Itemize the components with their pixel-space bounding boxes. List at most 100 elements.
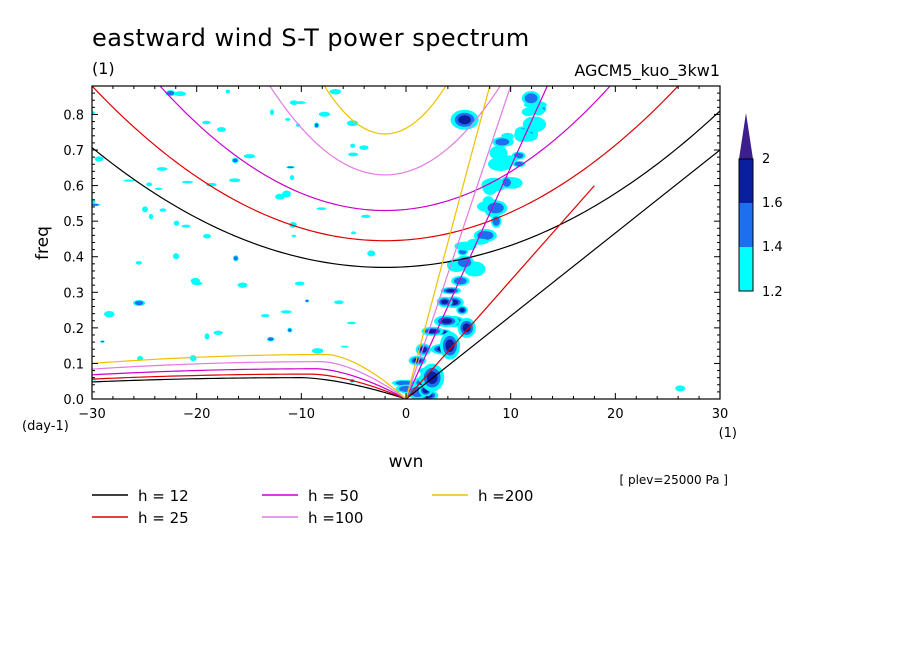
power-contour	[289, 175, 295, 181]
power-contour	[172, 253, 180, 260]
power-contour	[159, 208, 167, 212]
x-tick-label: 0	[402, 407, 410, 422]
power-contour	[232, 158, 238, 163]
power-contour	[148, 213, 154, 220]
pressure-annotation: [ plev=25000 Pa ]	[619, 473, 728, 487]
power-contour	[275, 193, 285, 200]
eig-curve-h50	[159, 86, 611, 212]
power-contour	[462, 323, 471, 333]
x-tick-label: −10	[288, 407, 315, 422]
power-contour	[206, 182, 217, 187]
chart-subtitle-right: AGCM5_kuo_3kw1	[574, 61, 720, 81]
x-tick-label: −30	[78, 407, 105, 422]
power-contour	[458, 115, 471, 125]
power-contour	[285, 117, 291, 121]
power-contour	[202, 120, 211, 125]
kelvin-curve-h25	[405, 185, 595, 399]
dispersion-curves	[92, 86, 720, 399]
power-contour	[446, 289, 456, 293]
power-contour	[173, 220, 180, 226]
power-contour	[269, 109, 275, 116]
power-contour	[92, 111, 96, 115]
kelvin-curve-h12	[405, 149, 720, 399]
power-contour	[440, 318, 453, 324]
colorbar-bin-4	[739, 159, 753, 203]
power-contour	[203, 234, 211, 239]
power-contour	[496, 155, 518, 163]
colorbar-bin-3	[739, 203, 753, 247]
y-axis: 0.0 0.1 0.2 0.3 0.4 0.5 0.6 0.7 0.8	[63, 92, 720, 408]
legend-entry-h12: h = 12	[92, 487, 189, 505]
power-contour	[146, 182, 153, 187]
legend-label-h100: h =100	[308, 509, 363, 527]
colorbar: 2 1.6 1.4 1.2	[738, 113, 783, 300]
y-tick-label: 0.3	[63, 286, 84, 301]
colorbar-bin-2	[739, 247, 753, 291]
power-contour	[181, 224, 191, 228]
power-contour	[329, 88, 342, 95]
westward-curve-h25	[92, 373, 407, 399]
power-contour	[190, 277, 200, 284]
power-contour	[92, 203, 99, 206]
y-axis-label: freq	[33, 226, 53, 260]
x-unit-label: (1)	[719, 426, 737, 441]
eig-curve-h25	[92, 86, 679, 242]
power-contour	[413, 358, 422, 363]
y-tick-label: 0.0	[63, 393, 84, 408]
power-contour	[243, 154, 256, 159]
power-contour	[348, 152, 359, 157]
power-contour	[459, 308, 465, 313]
power-contour	[289, 100, 299, 105]
power-contour	[453, 277, 467, 285]
legend-label-h200: h =200	[478, 487, 533, 505]
power-contour	[340, 345, 349, 348]
power-contour	[100, 340, 105, 343]
power-contour	[134, 300, 144, 306]
chart-title: eastward wind S-T power spectrum	[92, 24, 530, 52]
power-contour	[350, 143, 356, 148]
westward-curve-h50	[92, 368, 407, 399]
chart-subtitle-left: (1)	[92, 59, 115, 78]
power-contour	[367, 250, 376, 257]
power-contour	[94, 156, 104, 162]
legend-label-h12: h = 12	[138, 487, 189, 505]
power-contour	[458, 249, 467, 255]
power-contour	[225, 89, 231, 94]
power-contour	[359, 145, 369, 150]
power-contour	[189, 355, 197, 362]
colorbar-top-arrow	[739, 113, 753, 159]
kelvin-curve-h100	[405, 86, 512, 399]
x-tick-label: −20	[183, 407, 210, 422]
power-contour	[237, 282, 248, 288]
power-contour	[295, 101, 306, 105]
y-tick-label: 0.8	[63, 108, 84, 123]
power-contour	[675, 385, 686, 392]
power-contour	[104, 310, 115, 318]
power-contour	[294, 281, 305, 286]
power-contour	[174, 91, 187, 97]
legend-label-h25: h = 25	[138, 509, 189, 527]
legend-entry-h200: h =200	[432, 487, 533, 505]
legend-entry-h25: h = 25	[92, 509, 189, 527]
power-contour	[318, 111, 331, 117]
x-axis: −30 −20 −10 0 10 20 30	[78, 86, 728, 422]
kelvin-curve-h50	[405, 86, 548, 399]
power-contour	[495, 138, 510, 146]
power-contour	[182, 180, 194, 184]
power-contour	[361, 214, 371, 218]
power-contour	[457, 257, 472, 268]
colorbar-label-3: 1.6	[762, 196, 783, 211]
power-contour	[287, 166, 294, 169]
eig-curve-h100	[269, 86, 501, 176]
y-tick-label: 0.5	[63, 215, 84, 230]
legend: h = 12 h = 25 h = 50 h =100 h =200	[92, 487, 533, 527]
x-tick-label: 20	[607, 407, 624, 422]
power-contour	[213, 330, 223, 335]
kelvin-curve-h200	[405, 86, 491, 399]
power-contour	[351, 231, 357, 235]
power-contour	[314, 123, 319, 128]
westward-curve-h200	[92, 353, 407, 399]
power-contour	[260, 314, 270, 318]
power-contour	[305, 299, 309, 302]
plot-area	[91, 85, 721, 400]
